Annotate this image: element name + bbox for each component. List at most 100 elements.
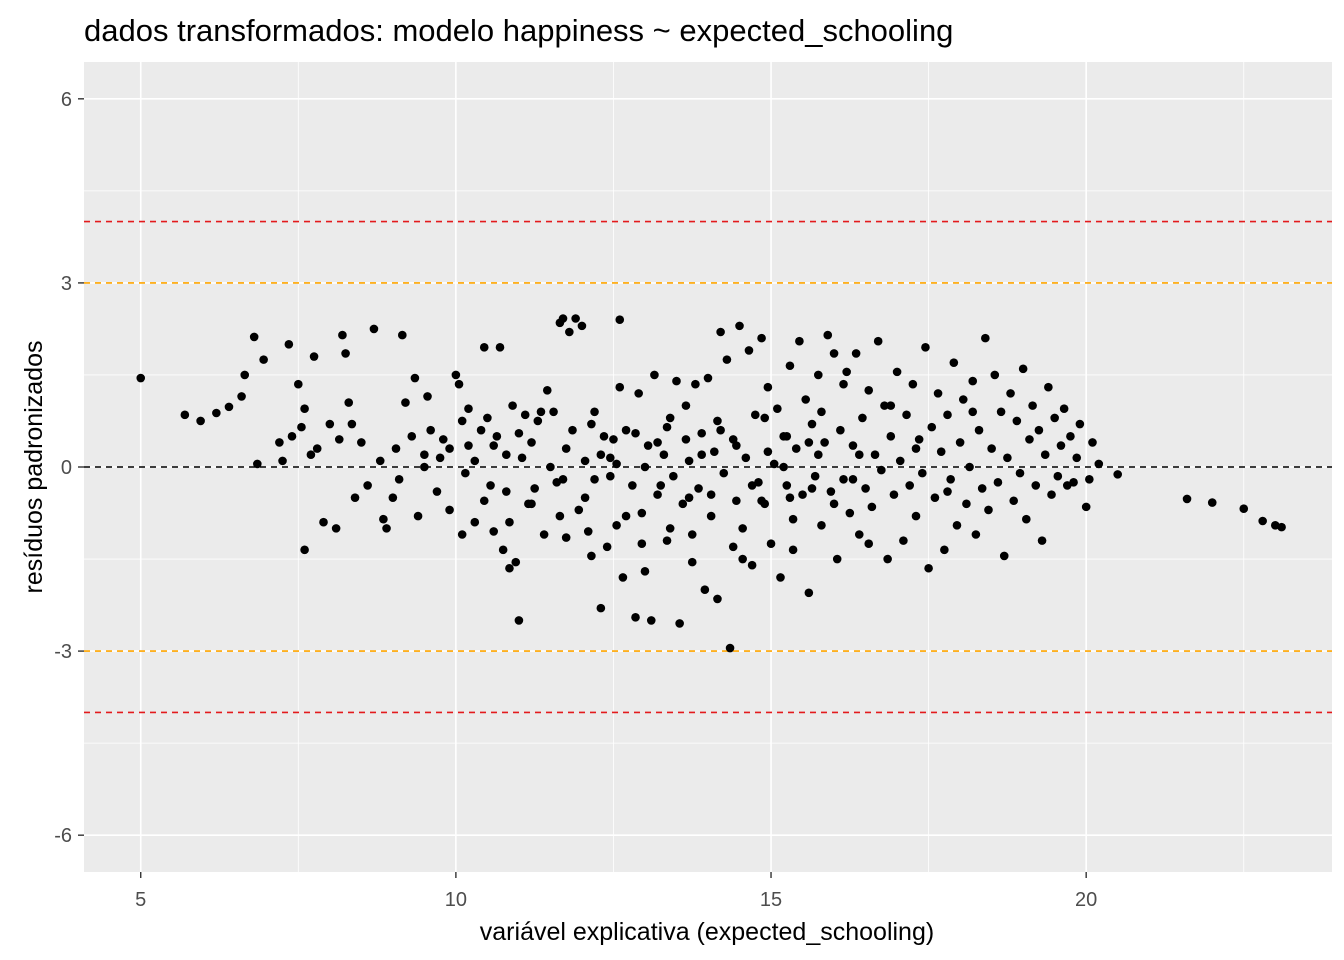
data-point bbox=[864, 385, 874, 395]
data-point bbox=[814, 450, 823, 460]
data-point bbox=[965, 462, 974, 472]
data-point bbox=[665, 413, 675, 423]
data-point bbox=[583, 527, 593, 536]
data-point bbox=[341, 349, 350, 358]
data-point bbox=[807, 419, 817, 429]
data-point bbox=[845, 508, 855, 518]
data-point bbox=[697, 450, 706, 460]
data-point bbox=[514, 428, 524, 438]
data-point bbox=[517, 453, 527, 463]
data-point bbox=[1003, 453, 1012, 463]
data-point bbox=[867, 502, 877, 512]
data-point bbox=[1066, 432, 1075, 441]
data-point bbox=[561, 533, 571, 542]
data-point bbox=[779, 462, 788, 472]
data-point bbox=[687, 530, 697, 539]
data-point bbox=[1258, 516, 1267, 526]
data-point bbox=[914, 435, 924, 444]
data-point bbox=[924, 563, 933, 573]
data-point bbox=[297, 422, 306, 432]
data-point bbox=[1239, 504, 1249, 514]
data-point bbox=[886, 401, 896, 410]
data-point bbox=[773, 404, 782, 414]
data-point bbox=[580, 456, 590, 466]
data-point bbox=[249, 332, 259, 342]
data-point bbox=[413, 511, 423, 521]
data-point bbox=[391, 444, 401, 453]
data-point bbox=[722, 355, 732, 364]
data-point bbox=[549, 407, 558, 417]
data-point bbox=[338, 330, 347, 340]
x-tick-label: 5 bbox=[135, 889, 146, 911]
data-point bbox=[561, 444, 571, 453]
data-point bbox=[706, 511, 716, 521]
data-point bbox=[602, 542, 612, 552]
data-point bbox=[347, 419, 357, 429]
data-point bbox=[766, 539, 776, 549]
data-point bbox=[489, 527, 498, 536]
data-point bbox=[508, 401, 517, 410]
data-point bbox=[675, 619, 684, 628]
data-point bbox=[990, 370, 1000, 380]
data-point bbox=[634, 389, 643, 398]
data-point bbox=[379, 514, 388, 524]
data-point bbox=[747, 481, 757, 490]
data-point bbox=[823, 330, 833, 340]
data-point bbox=[640, 462, 650, 472]
data-point bbox=[706, 490, 716, 499]
data-point bbox=[423, 392, 432, 401]
data-point bbox=[933, 389, 943, 398]
data-point bbox=[747, 560, 757, 570]
data-point bbox=[984, 505, 993, 515]
data-point bbox=[864, 539, 874, 549]
data-point bbox=[319, 517, 328, 527]
data-point bbox=[300, 404, 309, 414]
data-point bbox=[656, 481, 666, 490]
data-point bbox=[606, 453, 615, 463]
data-point bbox=[804, 588, 814, 598]
data-point bbox=[694, 484, 703, 493]
data-point bbox=[394, 474, 404, 484]
data-point bbox=[785, 493, 795, 502]
data-point bbox=[788, 514, 798, 524]
data-point bbox=[669, 471, 678, 481]
data-point bbox=[687, 557, 697, 567]
data-point bbox=[479, 343, 489, 352]
data-point bbox=[300, 545, 309, 555]
data-point bbox=[653, 490, 662, 499]
data-point bbox=[574, 505, 584, 515]
y-tick-label: 3 bbox=[61, 273, 72, 295]
data-point bbox=[810, 471, 820, 481]
data-point bbox=[757, 333, 766, 343]
data-point bbox=[946, 474, 955, 484]
data-point bbox=[940, 545, 949, 555]
data-point bbox=[628, 481, 637, 490]
data-point bbox=[650, 370, 659, 380]
data-point bbox=[738, 524, 747, 533]
data-point bbox=[287, 432, 297, 441]
data-point bbox=[612, 459, 621, 469]
data-point bbox=[902, 410, 911, 420]
data-point bbox=[732, 441, 741, 450]
data-point bbox=[659, 450, 669, 460]
data-point bbox=[1050, 413, 1059, 423]
reference-lines bbox=[84, 220, 1332, 714]
data-point bbox=[776, 573, 785, 582]
data-point bbox=[763, 447, 773, 456]
data-point bbox=[646, 616, 656, 625]
data-point bbox=[1012, 416, 1022, 426]
data-point bbox=[943, 410, 952, 420]
data-point bbox=[899, 536, 908, 545]
data-point bbox=[798, 490, 807, 499]
data-point bbox=[1182, 494, 1192, 504]
data-point bbox=[577, 321, 587, 331]
data-point bbox=[820, 438, 829, 447]
data-point bbox=[483, 413, 492, 423]
data-point bbox=[886, 432, 896, 441]
data-point bbox=[489, 441, 498, 450]
data-point bbox=[237, 392, 246, 401]
data-point bbox=[968, 407, 978, 417]
data-point bbox=[1028, 401, 1037, 410]
data-point bbox=[738, 554, 747, 564]
data-point bbox=[1088, 438, 1097, 447]
